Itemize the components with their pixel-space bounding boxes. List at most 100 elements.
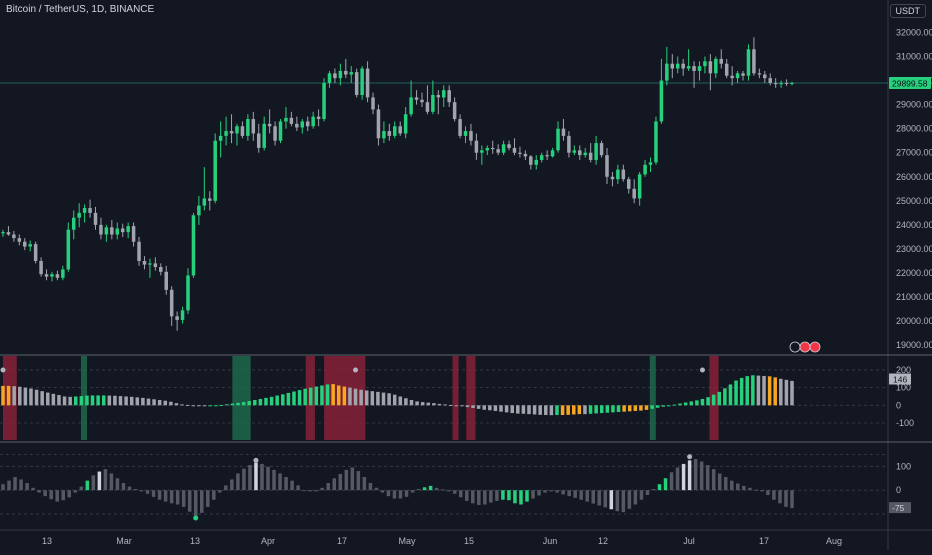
osc1-bar: [605, 405, 610, 413]
candle-body: [246, 119, 250, 136]
osc2-bar: [778, 490, 782, 504]
osc1-tick-label: 0: [896, 400, 901, 410]
candle: [322, 78, 326, 122]
candle: [175, 311, 179, 331]
candle: [300, 119, 305, 134]
osc1-bar: [572, 405, 576, 415]
candle: [235, 123, 239, 146]
candle-body: [572, 150, 577, 153]
osc2-bar: [730, 480, 734, 491]
osc1-dot: [699, 367, 705, 373]
osc2-bar: [507, 490, 511, 501]
osc1-bar: [208, 405, 212, 407]
currency-label[interactable]: USDT: [889, 4, 926, 18]
osc1-badge: [889, 373, 911, 385]
price-tick-label: 32000.00: [896, 27, 932, 37]
osc1-bar: [639, 405, 643, 411]
candle-body: [289, 117, 294, 124]
osc2-bar: [410, 490, 415, 493]
osc2-bar: [699, 461, 704, 491]
price-tick-label: 29000.00: [896, 100, 932, 110]
osc2-bar: [230, 479, 234, 491]
candle-body: [354, 72, 359, 95]
symbol-title[interactable]: Bitcoin / TetherUS, 1D, BINANCE: [6, 4, 155, 15]
candle: [398, 121, 402, 136]
candle: [746, 44, 751, 81]
osc2-bar: [760, 490, 764, 492]
candle: [6, 226, 11, 236]
candle: [431, 80, 435, 115]
candle-body: [104, 227, 109, 235]
candle-body: [670, 63, 675, 69]
osc1-bar: [521, 405, 526, 414]
indicator-icon: [789, 341, 801, 353]
osc2-bar: [645, 490, 650, 495]
candle: [240, 121, 245, 139]
osc1-bar: [348, 387, 352, 406]
osc2-badge: [889, 502, 911, 514]
candle-body: [746, 49, 751, 76]
osc2-bar: [585, 490, 589, 502]
candle-body: [594, 143, 598, 160]
candle: [480, 145, 484, 165]
candle: [703, 56, 707, 74]
candle: [572, 145, 577, 156]
osc2-bar: [236, 473, 240, 491]
osc2-bar: [1, 484, 5, 491]
osc1-bar: [342, 386, 347, 406]
osc2-bar: [218, 490, 222, 493]
candle: [670, 54, 675, 79]
osc1-bar: [281, 394, 285, 406]
osc1-bar: [437, 403, 442, 406]
candle-body: [480, 150, 484, 153]
candle: [169, 286, 174, 326]
candle-body: [256, 133, 261, 148]
candle-body: [17, 238, 22, 242]
osc2-bar: [386, 490, 391, 497]
osc1-bar: [225, 404, 229, 406]
osc2-bar: [260, 463, 264, 491]
osc1-bar: [286, 392, 291, 406]
osc1-bar: [241, 402, 246, 406]
candle: [202, 167, 207, 211]
candle-body: [485, 147, 490, 151]
osc2-bar: [212, 490, 216, 500]
osc1-bar: [426, 402, 431, 406]
candle-body: [142, 260, 147, 265]
candle-body: [458, 119, 462, 136]
osc2-bar: [67, 490, 72, 498]
candle-body: [137, 241, 141, 261]
osc2-bar: [115, 478, 120, 491]
candle: [583, 147, 587, 158]
candle-body: [55, 274, 60, 278]
osc1-bar: [157, 400, 162, 406]
candle-body: [518, 152, 522, 154]
time-axis-label: 13: [42, 536, 52, 546]
osc1-bar: [197, 405, 201, 407]
osc2-bar: [49, 490, 53, 500]
osc1-bar: [180, 404, 184, 406]
candle: [33, 241, 38, 264]
candle-body: [681, 63, 685, 69]
candle: [224, 116, 228, 146]
candle-body: [632, 188, 636, 199]
osc2-bar: [350, 467, 355, 491]
osc2-bar: [742, 485, 746, 491]
candle: [599, 140, 604, 158]
candle: [757, 68, 762, 79]
time-axis-label: 17: [337, 536, 347, 546]
candle-body: [529, 156, 533, 165]
price-tick-label: 21000.00: [896, 292, 932, 302]
osc1-tick-label: 200: [896, 365, 911, 375]
candle-body: [610, 176, 615, 180]
osc1-bar: [667, 405, 671, 407]
osc2-bar: [206, 490, 210, 507]
candle: [110, 220, 114, 240]
candle-body: [643, 164, 647, 175]
osc1-bar: [202, 405, 207, 407]
candle-body: [773, 82, 778, 85]
osc1-bar: [90, 395, 95, 406]
candle-body: [44, 274, 49, 277]
osc1-bar: [404, 398, 408, 406]
